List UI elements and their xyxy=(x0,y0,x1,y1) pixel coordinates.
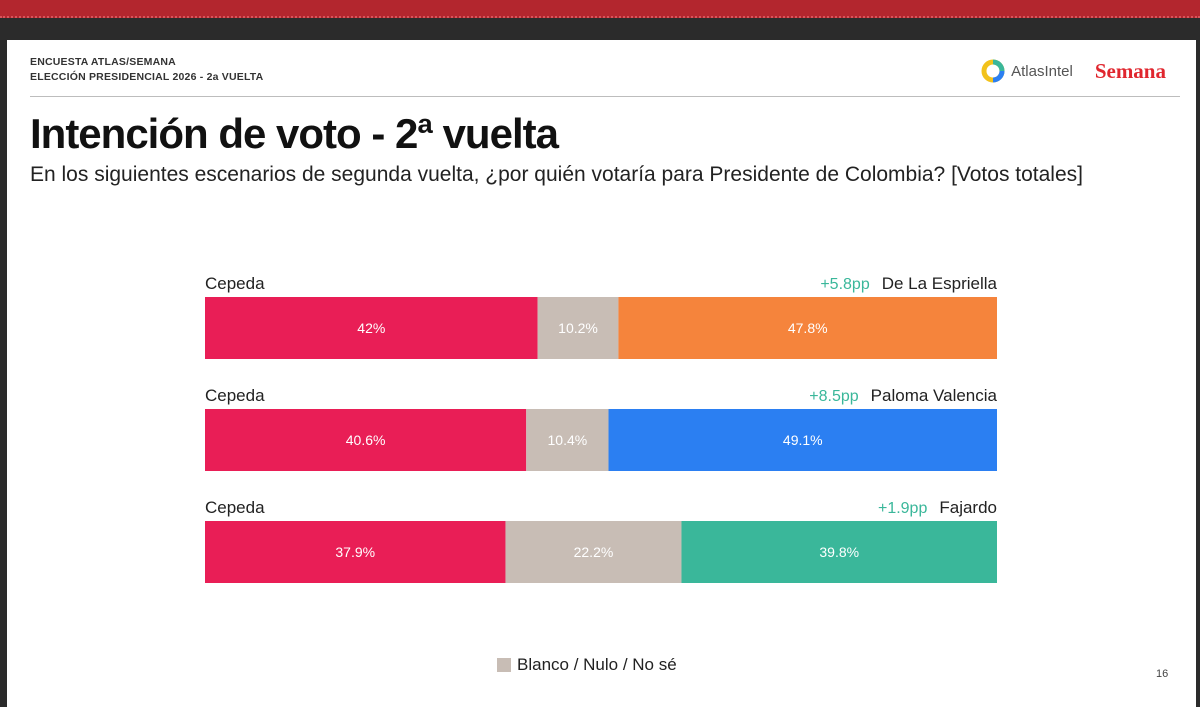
scenario-right-name: De La Espriella xyxy=(882,274,998,293)
bar-segment xyxy=(205,297,538,359)
legend-label: Blanco / Nulo / No sé xyxy=(517,655,677,674)
chart-subtitle: En los siguientes escenarios de segunda … xyxy=(30,163,1083,186)
atlasintel-mark-icon xyxy=(981,59,1005,83)
semana-logo: Semana xyxy=(1094,58,1166,83)
bar-segment xyxy=(608,409,997,471)
chart-title: Intención de voto - 2ª vuelta xyxy=(30,110,559,157)
bar-value-label: 47.8% xyxy=(788,320,828,336)
bar-value-label: 40.6% xyxy=(346,432,386,448)
scenario-left-name: Cepeda xyxy=(205,498,265,517)
legend: Blanco / Nulo / No sé xyxy=(497,655,677,675)
scenario-margin: +1.9pp xyxy=(878,500,927,517)
atlasintel-logo: AtlasIntel xyxy=(981,59,1073,83)
bar-segment xyxy=(526,409,609,471)
header-divider xyxy=(30,96,1180,97)
bar-segment xyxy=(205,409,527,471)
scenario-margin: +8.5pp xyxy=(809,388,858,405)
top-band xyxy=(0,0,1200,18)
scenario-left-name: Cepeda xyxy=(205,386,265,405)
bar-value-label: 49.1% xyxy=(783,432,823,448)
bar-value-label: 10.4% xyxy=(548,432,588,448)
bar-segment xyxy=(681,521,997,583)
page-number: 16 xyxy=(1156,668,1169,680)
slide: ENCUESTA ATLAS/SEMANA ELECCIÓN PRESIDENC… xyxy=(7,40,1196,707)
stacked-bar-chart: Cepeda De La Espriella +5.8pp 42% 10.2% 47.8%… xyxy=(205,274,998,583)
scenario-right-name: Paloma Valencia xyxy=(871,386,998,405)
scenario-left-name: Cepeda xyxy=(205,274,265,293)
legend-swatch-blank xyxy=(497,658,511,672)
survey-subtitle: ELECCIÓN PRESIDENCIAL 2026 - 2a VUELTA xyxy=(30,71,264,83)
bar-value-label: 37.9% xyxy=(335,544,375,560)
bar-value-label: 39.8% xyxy=(819,544,859,560)
scenario-right-name: Fajardo xyxy=(939,498,997,517)
bar-value-label: 10.2% xyxy=(558,320,598,336)
atlasintel-logo-text: AtlasIntel xyxy=(1011,62,1073,80)
bar-value-label: 22.2% xyxy=(574,544,614,560)
bar-segment xyxy=(205,521,506,583)
scenario-margin: +5.8pp xyxy=(820,276,869,293)
bar-segment xyxy=(505,521,682,583)
survey-header: ENCUESTA ATLAS/SEMANA ELECCIÓN PRESIDENC… xyxy=(30,55,263,85)
survey-name: ENCUESTA ATLAS/SEMANA xyxy=(30,56,176,68)
bar-segment xyxy=(537,297,619,359)
bar-value-label: 42% xyxy=(357,320,385,336)
bar-segment xyxy=(618,297,997,359)
logos: AtlasIntel Semana xyxy=(981,56,1166,86)
